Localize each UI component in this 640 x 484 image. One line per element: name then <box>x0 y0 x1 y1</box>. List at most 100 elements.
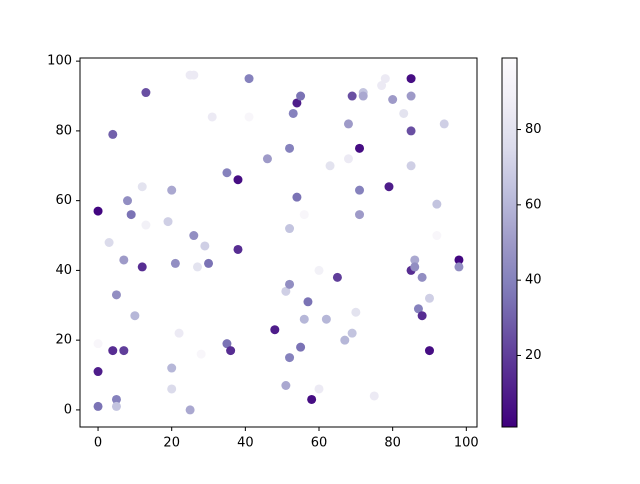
point <box>432 199 442 209</box>
point <box>321 314 331 324</box>
point <box>299 314 309 324</box>
point <box>189 70 199 80</box>
point <box>93 206 103 216</box>
point <box>174 328 184 338</box>
point <box>126 210 136 220</box>
point <box>410 255 420 265</box>
point <box>303 297 313 307</box>
point <box>347 328 357 338</box>
x-tick-label: 100 <box>454 436 479 451</box>
point <box>325 161 335 171</box>
point <box>439 119 449 129</box>
point <box>406 126 416 136</box>
x-tick-label: 80 <box>384 436 401 451</box>
point <box>380 74 390 84</box>
point <box>355 210 365 220</box>
point <box>417 272 427 282</box>
x-tick-label: 20 <box>163 436 180 451</box>
point <box>285 224 295 234</box>
point <box>351 307 361 317</box>
point <box>281 286 291 296</box>
point <box>406 74 416 84</box>
point <box>108 346 118 356</box>
point <box>406 161 416 171</box>
point <box>170 258 180 268</box>
point <box>244 74 254 84</box>
y-tick-label: 100 <box>47 54 72 69</box>
y-tick-label: 40 <box>55 263 72 278</box>
point <box>343 119 353 129</box>
point <box>285 143 295 153</box>
colorbar-tick-label: 40 <box>525 273 542 288</box>
point <box>314 265 324 275</box>
point <box>123 196 133 206</box>
point <box>167 363 177 373</box>
point <box>299 210 309 220</box>
point <box>343 154 353 164</box>
point <box>222 339 232 349</box>
point <box>185 405 195 415</box>
point <box>377 81 387 91</box>
point <box>424 346 434 356</box>
point <box>141 220 151 230</box>
point <box>332 272 342 282</box>
point <box>233 244 243 254</box>
point <box>189 231 199 241</box>
point <box>93 339 103 349</box>
colorbar-tick-label: 60 <box>525 197 542 212</box>
point <box>314 384 324 394</box>
x-tick-label: 0 <box>94 436 102 451</box>
y-tick-label: 80 <box>55 123 72 138</box>
x-tick-label: 60 <box>311 436 328 451</box>
point <box>355 143 365 153</box>
point <box>347 91 357 101</box>
point <box>141 88 151 98</box>
y-tick-label: 0 <box>64 402 72 417</box>
point <box>204 258 214 268</box>
point <box>369 391 379 401</box>
point <box>167 384 177 394</box>
point <box>296 342 306 352</box>
point <box>111 290 121 300</box>
point <box>358 91 368 101</box>
point <box>119 346 129 356</box>
point <box>288 108 298 118</box>
point <box>192 262 202 272</box>
point <box>281 380 291 390</box>
point <box>137 182 147 192</box>
point <box>355 185 365 195</box>
point <box>137 262 147 272</box>
point <box>384 182 394 192</box>
point <box>196 349 206 359</box>
point <box>104 238 114 247</box>
point <box>233 175 243 185</box>
point <box>424 293 434 303</box>
point <box>207 112 217 122</box>
point <box>119 255 129 265</box>
point <box>410 262 420 272</box>
point <box>399 108 409 118</box>
colorbar-tick-label: 20 <box>525 348 542 363</box>
point <box>292 192 302 202</box>
point <box>285 279 295 289</box>
point <box>244 112 254 122</box>
point <box>93 367 103 377</box>
point <box>130 311 140 321</box>
point <box>285 353 295 363</box>
point <box>432 231 442 241</box>
point <box>200 241 210 251</box>
point <box>406 91 416 101</box>
y-tick-label: 20 <box>55 333 72 348</box>
x-tick-label: 40 <box>237 436 254 451</box>
point <box>163 217 173 227</box>
point <box>167 185 177 195</box>
point <box>307 394 317 404</box>
point <box>111 401 121 411</box>
point <box>413 304 423 314</box>
point <box>296 91 306 101</box>
point <box>93 401 103 411</box>
colorbar <box>501 57 518 428</box>
point <box>270 325 280 335</box>
plot-frame <box>79 57 478 428</box>
